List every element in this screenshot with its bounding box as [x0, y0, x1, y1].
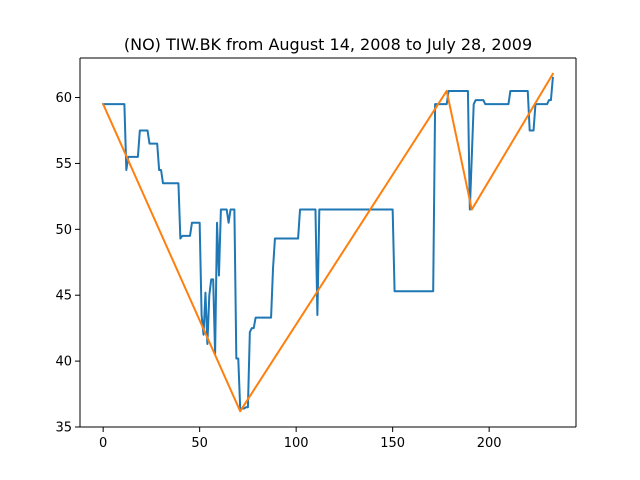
series-line-2 [101, 72, 555, 413]
y-tick-label: 35 [55, 421, 72, 436]
y-tick-label: 55 [55, 157, 72, 172]
y-tick-label: 50 [55, 223, 72, 238]
y-tick-label: 60 [55, 91, 72, 106]
y-tick-label: 45 [55, 289, 72, 304]
chart-title: (NO) TIW.BK from August 14, 2008 to July… [124, 35, 532, 54]
y-tick-label: 40 [55, 355, 72, 370]
plot-area [101, 72, 555, 413]
x-tick-label: 150 [380, 436, 405, 451]
series-line-1 [102, 76, 554, 410]
axes: 0 50 100 150 200 35 40 45 50 55 60 [55, 57, 577, 451]
x-tick-label: 200 [477, 436, 502, 451]
x-tick-label: 100 [284, 436, 309, 451]
x-tick-label: 50 [191, 436, 208, 451]
x-tick-label: 0 [99, 436, 107, 451]
